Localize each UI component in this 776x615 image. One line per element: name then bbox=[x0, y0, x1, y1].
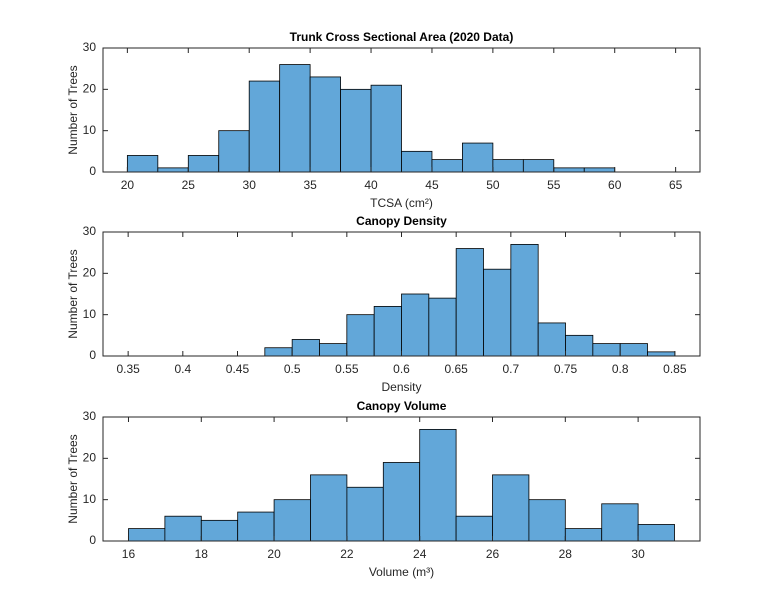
bar bbox=[264, 347, 293, 357]
y-axis-label: Number of Trees bbox=[66, 434, 80, 523]
y-tick-label: 0 bbox=[89, 348, 96, 362]
bar bbox=[483, 268, 512, 357]
x-tick-label: 0.35 bbox=[116, 362, 140, 376]
x-tick-label: 50 bbox=[486, 178, 500, 192]
bar bbox=[370, 84, 402, 173]
y-tick-label: 20 bbox=[83, 266, 97, 280]
bar bbox=[237, 511, 275, 542]
x-tick-label: 30 bbox=[631, 547, 645, 561]
bar bbox=[510, 243, 539, 357]
bar bbox=[218, 130, 250, 173]
x-tick-label: 25 bbox=[182, 178, 196, 192]
bar bbox=[431, 159, 463, 173]
y-tick-label: 30 bbox=[83, 409, 97, 423]
x-tick-label: 0.5 bbox=[284, 362, 301, 376]
y-tick-label: 20 bbox=[83, 451, 97, 465]
y-tick-label: 10 bbox=[83, 123, 97, 137]
bar bbox=[373, 305, 402, 357]
bar bbox=[401, 150, 433, 173]
x-tick-label: 0.7 bbox=[502, 362, 519, 376]
x-tick-label: 0.8 bbox=[612, 362, 629, 376]
y-axis-label: Number of Trees bbox=[66, 249, 80, 338]
bar bbox=[279, 64, 311, 173]
x-tick-label: 0.45 bbox=[226, 362, 250, 376]
axes-box bbox=[102, 416, 701, 542]
y-axis-label: Number of Trees bbox=[66, 65, 80, 154]
y-tick-label: 10 bbox=[83, 492, 97, 506]
bar bbox=[310, 474, 348, 542]
bar bbox=[462, 142, 494, 173]
bar bbox=[455, 515, 493, 542]
x-tick-label: 35 bbox=[303, 178, 317, 192]
bar bbox=[346, 486, 384, 542]
y-tick-label: 30 bbox=[83, 40, 97, 54]
x-tick-label: 18 bbox=[195, 547, 209, 561]
x-tick-label: 24 bbox=[413, 547, 427, 561]
bar bbox=[528, 499, 566, 542]
bar bbox=[319, 343, 348, 357]
x-tick-label: 65 bbox=[669, 178, 683, 192]
bar bbox=[340, 88, 372, 173]
y-tick-label: 30 bbox=[83, 224, 97, 238]
bar bbox=[522, 159, 555, 173]
y-tick-label: 0 bbox=[89, 533, 96, 547]
x-tick-label: 22 bbox=[340, 547, 354, 561]
x-tick-label: 45 bbox=[425, 178, 439, 192]
chart-title: Trunk Cross Sectional Area (2020 Data) bbox=[290, 30, 514, 44]
x-axis-label: TCSA (cm²) bbox=[370, 196, 433, 210]
bar bbox=[619, 343, 648, 357]
bar bbox=[601, 503, 639, 542]
bar bbox=[382, 462, 421, 542]
x-tick-label: 55 bbox=[547, 178, 561, 192]
bar bbox=[273, 499, 311, 542]
bar bbox=[187, 155, 220, 173]
x-tick-label: 0.4 bbox=[174, 362, 191, 376]
axes-box bbox=[102, 47, 701, 173]
bar bbox=[592, 343, 621, 357]
bar bbox=[637, 524, 675, 542]
y-tick-label: 10 bbox=[83, 307, 97, 321]
bar bbox=[291, 339, 320, 357]
y-tick-label: 0 bbox=[89, 164, 96, 178]
bar bbox=[492, 159, 524, 173]
bar bbox=[492, 474, 530, 542]
bar bbox=[565, 334, 594, 357]
x-tick-label: 16 bbox=[122, 547, 136, 561]
bar bbox=[553, 167, 585, 173]
x-tick-label: 26 bbox=[486, 547, 500, 561]
bar bbox=[564, 528, 603, 542]
x-axis-label: Density bbox=[381, 380, 421, 394]
x-tick-label: 20 bbox=[121, 178, 135, 192]
x-tick-label: 28 bbox=[559, 547, 573, 561]
bar bbox=[346, 314, 375, 357]
x-tick-label: 0.85 bbox=[663, 362, 687, 376]
x-tick-label: 0.75 bbox=[554, 362, 578, 376]
x-tick-label: 0.6 bbox=[393, 362, 410, 376]
x-tick-label: 20 bbox=[267, 547, 281, 561]
bar bbox=[401, 293, 430, 357]
bar bbox=[200, 519, 239, 542]
bar bbox=[248, 80, 281, 173]
x-tick-label: 0.65 bbox=[444, 362, 468, 376]
bar bbox=[647, 351, 676, 357]
chart-title: Canopy Density bbox=[356, 214, 447, 228]
bar bbox=[428, 297, 457, 357]
bar bbox=[164, 515, 202, 542]
x-tick-label: 0.55 bbox=[335, 362, 359, 376]
y-tick-label: 20 bbox=[83, 82, 97, 96]
bar bbox=[537, 322, 566, 357]
bar bbox=[309, 76, 341, 173]
chart-title: Canopy Volume bbox=[357, 399, 447, 413]
bar bbox=[419, 428, 457, 542]
bar bbox=[126, 155, 159, 173]
bar bbox=[583, 167, 616, 173]
bar bbox=[128, 528, 166, 542]
x-tick-label: 60 bbox=[608, 178, 622, 192]
x-tick-label: 40 bbox=[364, 178, 378, 192]
x-axis-label: Volume (m³) bbox=[369, 565, 434, 579]
x-tick-label: 30 bbox=[243, 178, 257, 192]
bar bbox=[157, 167, 189, 173]
bar bbox=[455, 248, 484, 357]
